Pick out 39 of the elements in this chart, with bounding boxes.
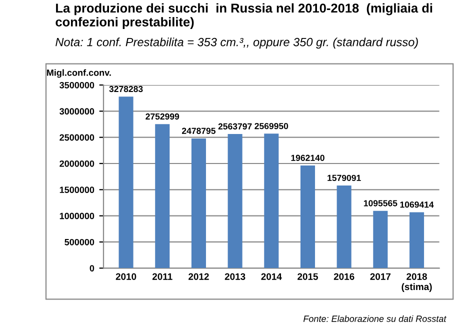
bar xyxy=(373,210,388,268)
x-tick-label: 2012 xyxy=(188,273,209,280)
data-label: 1579091 xyxy=(328,174,361,182)
data-label: 3278283 xyxy=(109,86,143,92)
y-tick-label: 2000000 xyxy=(60,160,94,167)
bar xyxy=(336,186,352,268)
x-tick-label: 2014 xyxy=(261,273,282,280)
data-label: 2478795 xyxy=(182,128,216,134)
x-tick-label: 2010 xyxy=(116,273,136,280)
bar xyxy=(410,212,424,268)
bar xyxy=(228,134,242,268)
bar xyxy=(155,124,170,268)
y-tick-label: 1000000 xyxy=(60,212,94,220)
data-label: 2752999 xyxy=(146,113,180,120)
chart-subtitle: Nota: 1 conf. Prestabilita = 353 cm.³,, oppure 350 gr. (standard russo) xyxy=(56,38,418,49)
data-label: 1095565 xyxy=(364,200,398,206)
bar xyxy=(264,134,279,268)
data-label: 2563797 xyxy=(218,123,252,130)
source-note: Fonte: Elaborazione su dati Rosstat xyxy=(303,315,447,322)
y-tick-label: 3500000 xyxy=(60,82,94,88)
x-tick-label: 2013 xyxy=(224,273,246,280)
chart-title: La produzione dei succhi in Russia nel 2010-2018 (migliaia di confezioni prestabilite) xyxy=(56,3,432,29)
data-label: 2569950 xyxy=(254,122,288,130)
x-tick-label: 2011 xyxy=(152,273,172,280)
bar xyxy=(118,96,134,268)
x-tick-label: 2015 xyxy=(298,273,318,280)
x-tick-label: 2018 (stima) xyxy=(402,273,432,292)
bar xyxy=(191,138,206,268)
y-tick-label: 3000000 xyxy=(60,108,94,115)
y-tick-label: 0 xyxy=(90,265,94,272)
x-tick-label: 2016 xyxy=(334,273,354,280)
y-tick-label: 1500000 xyxy=(60,186,94,194)
y-tick-label: 2500000 xyxy=(60,134,94,141)
data-label: 1962140 xyxy=(291,154,324,161)
y-tick-label: 500000 xyxy=(64,238,94,246)
bar xyxy=(300,165,316,268)
x-tick-label: 2017 xyxy=(370,273,391,280)
data-label: 1069414 xyxy=(400,201,434,208)
y-axis-title: Migl.conf.conv. xyxy=(47,69,111,78)
